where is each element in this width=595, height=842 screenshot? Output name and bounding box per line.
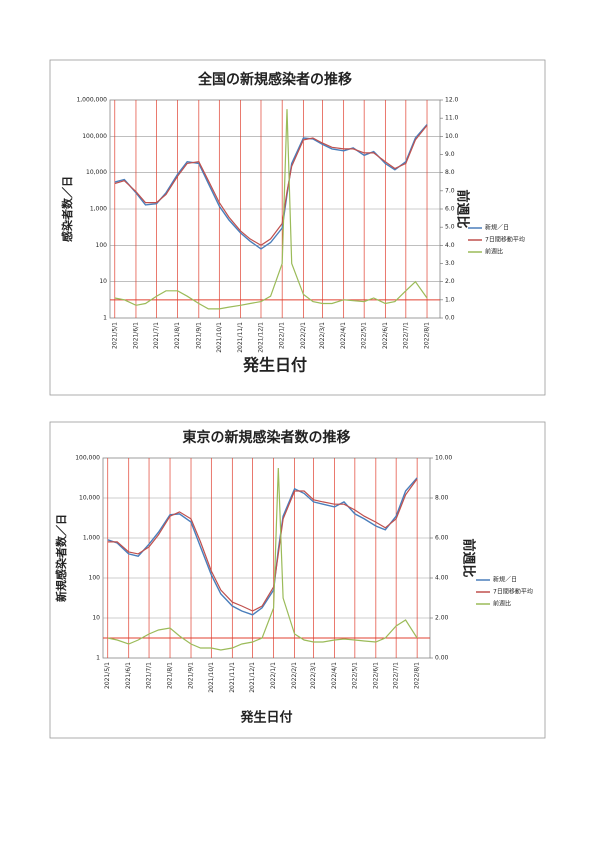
y-axis-label: 新規感染者数／日 (54, 514, 68, 602)
y-tick-label: 100 (96, 242, 108, 249)
y-tick-label: 100,000 (82, 133, 107, 140)
y2-tick-label: 6.0 (445, 206, 455, 213)
y2-tick-label: 9.0 (445, 151, 455, 158)
y2-tick-label: 8.00 (435, 495, 449, 502)
x-tick-label: 2021/12/1 (249, 662, 256, 693)
y-tick-label: 10,000 (86, 169, 107, 176)
y-tick-label: 10,000 (79, 495, 100, 502)
y-tick-label: 100 (89, 575, 101, 582)
x-tick-label: 2022/3/1 (310, 662, 317, 689)
x-tick-label: 2021/10/1 (216, 322, 223, 353)
y2-tick-label: 7.0 (445, 187, 455, 194)
legend-label: 7日間移動平均 (485, 236, 525, 244)
x-tick-label: 2022/4/1 (340, 322, 347, 349)
y-tick-label: 10 (92, 615, 100, 622)
x-tick-label: 2022/7/1 (402, 322, 409, 349)
y2-tick-label: 8.0 (445, 169, 455, 176)
y2-tick-label: 4.00 (435, 575, 449, 582)
x-tick-label: 2021/9/1 (188, 662, 195, 689)
y2-axis-label: 前週比 (455, 189, 471, 228)
legend-label: 前週比 (493, 600, 511, 608)
y2-tick-label: 12.0 (445, 97, 459, 104)
y-tick-label: 1,000,000 (76, 97, 107, 104)
chart-title: 全国の新規感染者の推移 (197, 71, 352, 88)
x-tick-label: 2022/4/1 (331, 662, 338, 689)
x-tick-label: 2022/1/1 (270, 662, 277, 689)
y2-tick-label: 3.0 (445, 260, 455, 267)
x-tick-label: 2021/5/1 (111, 322, 118, 349)
y2-tick-label: 11.0 (445, 115, 459, 122)
y-axis-label: 感染者数／日 (60, 176, 74, 242)
series-line (107, 467, 418, 651)
y-tick-label: 1 (103, 315, 107, 322)
y-tick-label: 100,000 (75, 455, 100, 462)
y-tick-label: 1 (96, 655, 100, 662)
series-line (114, 124, 428, 250)
x-tick-label: 2021/12/1 (257, 322, 264, 353)
x-tick-label: 2022/3/1 (319, 322, 326, 349)
y2-tick-label: 0.00 (435, 655, 449, 662)
y2-tick-label: 2.0 (445, 278, 455, 285)
y2-tick-label: 2.00 (435, 615, 449, 622)
legend-label: 新規／日 (493, 576, 517, 584)
x-tick-label: 2021/7/1 (146, 662, 153, 689)
x-tick-label: 2021/9/1 (195, 322, 202, 349)
y2-tick-label: 10.0 (445, 133, 459, 140)
x-tick-label: 2022/1/1 (279, 322, 286, 349)
y-tick-label: 1,000 (90, 206, 107, 213)
x-tick-label: 2022/5/1 (351, 662, 358, 689)
x-tick-label: 2021/6/1 (132, 322, 139, 349)
legend-label: 前週比 (485, 248, 503, 256)
y2-tick-label: 0.0 (445, 315, 455, 322)
series-line (107, 477, 418, 616)
chart-title: 東京の新規感染者数の推移 (183, 429, 351, 446)
y2-tick-label: 1.0 (445, 296, 455, 303)
x-tick-label: 2021/10/1 (208, 662, 215, 693)
series-line (114, 125, 428, 247)
y2-tick-label: 5.0 (445, 224, 455, 231)
x-tick-label: 2021/11/1 (229, 662, 236, 693)
x-tick-label: 2022/6/1 (382, 322, 389, 349)
y-tick-label: 10 (99, 278, 107, 285)
x-tick-label: 2021/7/1 (153, 322, 160, 349)
x-tick-label: 2021/11/1 (237, 322, 244, 353)
series-line (107, 478, 418, 612)
x-tick-label: 2022/8/1 (424, 322, 431, 349)
y2-tick-label: 6.00 (435, 535, 449, 542)
x-tick-label: 2022/8/1 (414, 662, 421, 689)
x-tick-label: 2022/2/1 (291, 662, 298, 689)
x-tick-label: 2022/7/1 (393, 662, 400, 689)
y-tick-label: 1,000 (83, 535, 100, 542)
x-tick-label: 2021/8/1 (167, 662, 174, 689)
y2-tick-label: 10.00 (435, 455, 452, 462)
y2-axis-label: 前週比 (461, 538, 477, 577)
y2-tick-label: 4.0 (445, 242, 455, 249)
series-line (114, 109, 428, 310)
x-tick-label: 2022/2/1 (300, 322, 307, 349)
legend-label: 新規／日 (485, 224, 509, 232)
x-tick-label: 2021/8/1 (174, 322, 181, 349)
x-axis-label: 発生日付 (239, 710, 292, 726)
legend-label: 7日間移動平均 (493, 588, 533, 596)
x-tick-label: 2022/5/1 (361, 322, 368, 349)
x-axis-label: 発生日付 (242, 356, 307, 375)
x-tick-label: 2022/6/1 (372, 662, 379, 689)
x-tick-label: 2021/6/1 (125, 662, 132, 689)
x-tick-label: 2021/5/1 (104, 662, 111, 689)
